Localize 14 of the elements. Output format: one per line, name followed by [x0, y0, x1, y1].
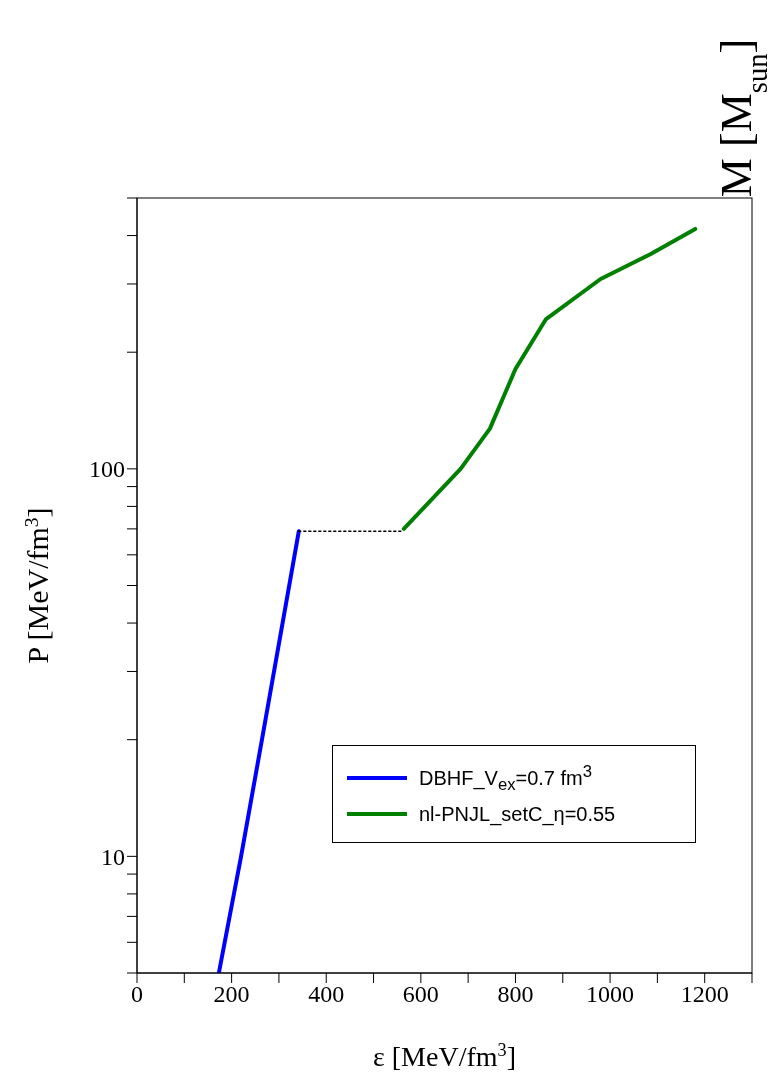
legend-label: DBHF_V$_{ex}$=0.7 fm$^{3}$: [419, 762, 593, 795]
x-tick-label: 400: [308, 981, 345, 1008]
y-tick-label: 10: [101, 843, 125, 870]
y-tick-label: 100: [89, 456, 125, 483]
x-axis-title: ε [MeV/fm$^{3}$]: [373, 1040, 516, 1072]
x-tick-label: 600: [402, 981, 439, 1008]
x-tick-label: 1000: [586, 981, 635, 1008]
x-tick-label: 1200: [680, 981, 729, 1008]
legend-label: nl-PNJL_setC_η=0.55: [419, 802, 616, 826]
line-series: [401, 226, 698, 531]
x-tick-label: 0: [131, 981, 143, 1008]
line-series: [216, 529, 301, 973]
x-tick-label: 800: [497, 981, 534, 1008]
x-tick-label: 200: [213, 981, 250, 1008]
